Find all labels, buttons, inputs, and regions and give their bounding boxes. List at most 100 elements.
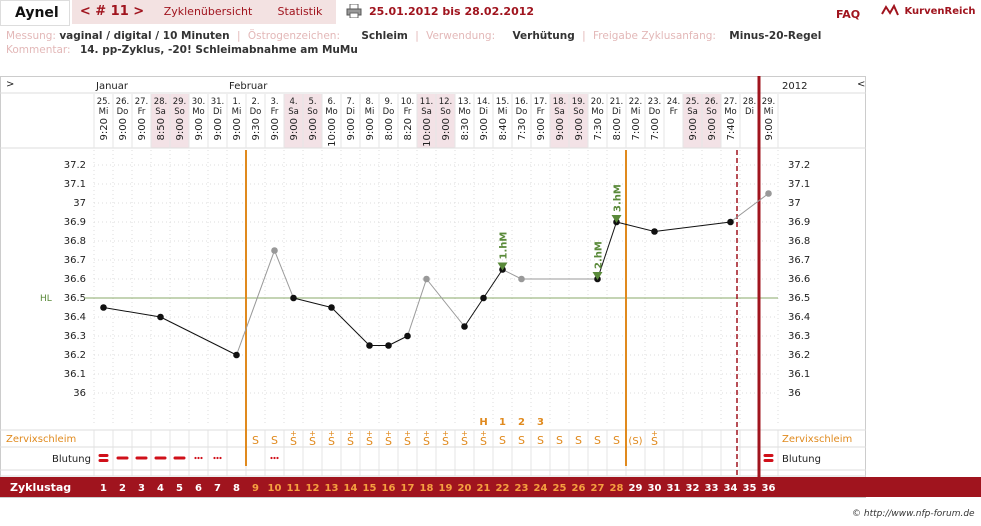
day-date-label: 9.: [384, 97, 392, 107]
weekend-shade: [303, 94, 322, 148]
measurement-time-label: 10:00: [422, 118, 433, 147]
cycle-day-number: 34: [724, 483, 738, 494]
date-range: 25.01.2012 bis 28.02.2012: [369, 5, 535, 18]
day-date-label: 15.: [496, 97, 510, 107]
mucus-plus: +: [404, 429, 411, 438]
weekend-shade: [436, 94, 455, 148]
y-tick-label-right: 36.7: [788, 255, 810, 266]
day-date-label: 22.: [629, 97, 643, 107]
faq-link[interactable]: FAQ: [836, 8, 861, 21]
meta-row-1: Messung: vaginal / digital / 10 Minuten …: [6, 30, 821, 42]
measurement-time-label: 7:30: [593, 118, 604, 140]
temperature-segment: [730, 193, 769, 223]
mucus-plus: +: [385, 429, 392, 438]
temperature-point: [271, 247, 278, 254]
meta-separator: |: [236, 30, 241, 42]
day-date-label: 31.: [211, 97, 225, 107]
temperature-segment: [293, 297, 332, 308]
mucus-plus: +: [480, 429, 487, 438]
higher-measurement-label: 2.hM: [594, 241, 605, 269]
day-weekday-label: Mi: [232, 107, 242, 117]
mucus-row-label-right: Zervixschleim: [782, 434, 852, 445]
day-weekday-label: Sa: [687, 107, 698, 117]
day-date-label: 24.: [667, 97, 681, 107]
day-weekday-label: So: [307, 107, 318, 117]
day-date-label: 21.: [610, 97, 624, 107]
meta-separator: |: [582, 30, 586, 42]
day-date-label: 19.: [572, 97, 586, 107]
y-tick-label-left: 36.9: [64, 217, 86, 228]
day-weekday-label: Mo: [192, 107, 205, 117]
day-date-label: 25.: [97, 97, 111, 107]
mucus-plus: +: [347, 429, 354, 438]
temperature-point: [518, 275, 525, 283]
day-weekday-label: Di: [479, 107, 488, 117]
brand-logo[interactable]: KurvenReich: [881, 3, 976, 18]
day-date-label: 13.: [458, 97, 472, 107]
coverline-label: HL: [40, 294, 52, 304]
top-bar: Aynel < # 11 > Zyklenübersicht Statistik…: [0, 0, 981, 26]
bleeding-heavy-mark: [98, 454, 109, 457]
mucus-value: S: [651, 435, 658, 448]
mucus-value: S: [537, 434, 544, 447]
day-weekday-label: So: [440, 107, 451, 117]
y-tick-label-left: 36.5: [64, 293, 86, 304]
measurement-time-label: 9:00: [536, 118, 547, 140]
y-tick-label-right: 36: [788, 388, 801, 399]
temperature-point: [423, 275, 430, 283]
day-date-label: 3.: [270, 97, 278, 107]
weekend-shade: [702, 94, 721, 148]
day-weekday-label: So: [706, 107, 717, 117]
weekend-shade: [151, 94, 170, 148]
day-date-label: 29.: [173, 97, 187, 107]
mucus-value: S: [594, 434, 601, 447]
mucus-plus: +: [651, 429, 658, 438]
bleeding-heavy-mark: [763, 454, 774, 457]
day-weekday-label: Mo: [591, 107, 604, 117]
cycle-navigator[interactable]: < # 11 >: [72, 0, 152, 24]
measurement-time-label: 7:40: [726, 118, 737, 140]
day-weekday-label: Mi: [631, 107, 641, 117]
cycle-day-number: 7: [214, 483, 221, 494]
temperature-point: [404, 332, 411, 340]
cycle-day-number: 32: [686, 483, 700, 494]
month-label: Januar: [95, 81, 129, 92]
print-icon[interactable]: [346, 4, 362, 18]
temperature-point: [461, 323, 468, 330]
measurement-time-label: 9:30: [251, 118, 262, 140]
tab-zyklenuebersicht[interactable]: Zyklenübersicht: [152, 0, 264, 24]
measurement-time-label: 9:00: [308, 118, 319, 140]
cycle-day-label: Zyklustag: [10, 481, 71, 494]
mucus-value: S: [404, 435, 411, 448]
day-date-label: 26.: [705, 97, 719, 107]
cycle-day-number: 23: [515, 483, 529, 494]
temperature-point: [385, 342, 392, 349]
meta-value-kommentar: 14. pp-Zyklus, -20! Schleimabnahme am Mu…: [79, 44, 358, 56]
day-weekday-label: Sa: [421, 107, 432, 117]
mucus-value: S: [575, 434, 582, 447]
cycle-day-number: 22: [496, 483, 510, 494]
day-weekday-label: So: [573, 107, 584, 117]
temperature-point: [290, 294, 297, 302]
mucus-value: S: [613, 434, 620, 447]
year-label: 2012: [782, 81, 807, 92]
day-date-label: 23.: [648, 97, 662, 107]
measurement-time-label: 9:00: [764, 118, 775, 140]
temperature-point: [233, 351, 240, 359]
day-date-label: 1.: [232, 97, 240, 107]
y-tick-label-left: 36.4: [64, 312, 86, 323]
bleeding-medium-mark: [135, 456, 148, 460]
meta-value-freigabe: Minus-20-Regel: [729, 30, 822, 42]
higher-measurement-marker: [611, 215, 622, 223]
day-date-label: 25.: [686, 97, 700, 107]
mucus-value: S: [271, 434, 278, 447]
expand-right-arrow: <: [857, 79, 865, 90]
y-tick-label-left: 36.6: [64, 274, 86, 285]
mucus-row-label: Zervixschleim: [6, 434, 76, 445]
measurement-time-label: 9:00: [137, 118, 148, 140]
day-weekday-label: Mo: [458, 107, 471, 117]
cycle-day-number: 31: [667, 483, 681, 494]
tab-statistik[interactable]: Statistik: [264, 0, 336, 24]
cycle-day-number: 3: [138, 483, 145, 494]
day-weekday-label: Do: [383, 107, 395, 117]
